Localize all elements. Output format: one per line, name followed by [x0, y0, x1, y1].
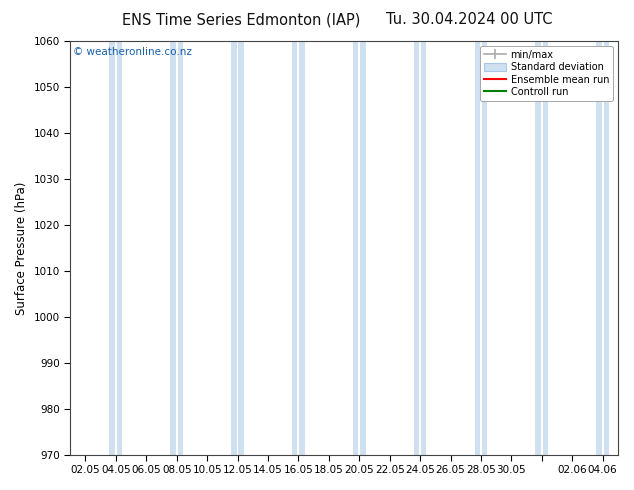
Bar [238, 41, 244, 455]
Y-axis label: Surface Pressure (hPa): Surface Pressure (hPa) [15, 181, 28, 315]
Bar [292, 41, 297, 455]
Bar [535, 41, 541, 455]
Text: © weatheronline.co.nz: © weatheronline.co.nz [73, 47, 192, 57]
Bar [474, 41, 480, 455]
Bar [178, 41, 183, 455]
Bar [482, 41, 488, 455]
Bar [117, 41, 122, 455]
Bar [231, 41, 236, 455]
Legend: min/max, Standard deviation, Ensemble mean run, Controll run: min/max, Standard deviation, Ensemble me… [481, 46, 613, 101]
Bar [299, 41, 305, 455]
Bar [171, 41, 176, 455]
Bar [360, 41, 366, 455]
Bar [110, 41, 115, 455]
Bar [421, 41, 427, 455]
Bar [543, 41, 548, 455]
Text: Tu. 30.04.2024 00 UTC: Tu. 30.04.2024 00 UTC [386, 12, 552, 27]
Text: ENS Time Series Edmonton (IAP): ENS Time Series Edmonton (IAP) [122, 12, 360, 27]
Bar [596, 41, 602, 455]
Bar [604, 41, 609, 455]
Bar [414, 41, 419, 455]
Bar [353, 41, 358, 455]
